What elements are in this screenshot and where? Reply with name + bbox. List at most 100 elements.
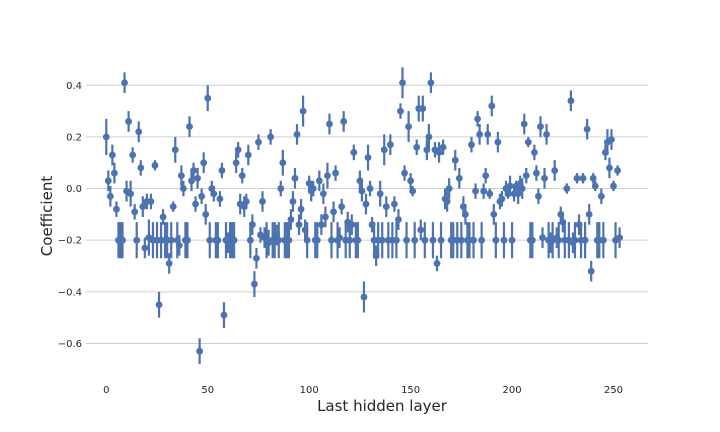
data-point xyxy=(208,185,216,192)
data-point xyxy=(277,185,285,192)
data-point xyxy=(301,226,309,234)
data-point xyxy=(253,254,260,262)
x-tick-labels: 0 50 100 150 200 250 xyxy=(103,385,623,396)
data-point xyxy=(443,198,451,205)
data-point xyxy=(376,190,384,198)
data-point xyxy=(472,187,479,195)
data-point xyxy=(470,236,477,244)
data-point xyxy=(429,236,437,244)
data-point xyxy=(395,216,402,223)
y-tick-labels: −0.6 −0.4 −0.2 0.0 0.2 0.4 xyxy=(58,81,82,350)
data-point xyxy=(240,203,248,211)
data-point xyxy=(194,174,201,182)
data-point xyxy=(220,311,228,319)
data-point xyxy=(267,133,275,141)
data-point xyxy=(104,177,112,185)
data-point xyxy=(405,123,412,131)
y-tick-label: −0.6 xyxy=(58,339,82,350)
data-point xyxy=(393,236,400,244)
data-point xyxy=(585,210,593,218)
data-point xyxy=(382,203,390,211)
data-point xyxy=(528,236,536,244)
data-point xyxy=(451,156,459,164)
data-point xyxy=(230,236,238,244)
data-point xyxy=(206,236,214,244)
data-point xyxy=(315,177,323,185)
data-point xyxy=(597,192,605,200)
data-point xyxy=(238,172,246,180)
y-tick-label: −0.4 xyxy=(58,287,82,298)
data-point xyxy=(326,120,333,128)
data-point xyxy=(514,190,522,198)
data-point xyxy=(135,128,143,136)
data-point xyxy=(248,221,256,229)
data-point xyxy=(583,125,591,133)
data-point xyxy=(324,172,331,180)
data-point xyxy=(244,151,252,159)
data-point xyxy=(435,149,443,156)
data-point xyxy=(175,241,183,249)
data-point xyxy=(425,133,433,141)
y-axis-label: Coefficient xyxy=(38,176,56,257)
data-point xyxy=(338,203,346,211)
data-point xyxy=(520,120,528,128)
data-point xyxy=(287,216,295,223)
data-point xyxy=(297,205,305,213)
data-point xyxy=(537,123,544,131)
data-point xyxy=(504,190,512,198)
data-point xyxy=(541,174,548,182)
y-tick-label: 0.2 xyxy=(66,132,82,143)
data-point xyxy=(614,167,621,174)
data-point xyxy=(368,221,376,229)
data-point xyxy=(177,172,185,180)
data-point xyxy=(518,185,526,192)
data-point xyxy=(291,174,299,182)
x-axis-label: Last hidden layer xyxy=(317,397,448,415)
data-point xyxy=(589,174,597,182)
data-point xyxy=(533,169,540,177)
data-point xyxy=(250,280,258,288)
data-point xyxy=(411,236,419,244)
data-point xyxy=(362,200,370,208)
data-point xyxy=(129,151,137,159)
data-point xyxy=(378,236,386,244)
data-point xyxy=(457,236,465,244)
data-point xyxy=(403,236,410,244)
data-points xyxy=(102,79,623,355)
data-point xyxy=(476,130,484,138)
data-point xyxy=(478,236,486,244)
data-point xyxy=(246,236,254,244)
data-point xyxy=(356,177,364,185)
data-point xyxy=(437,236,445,244)
data-point xyxy=(397,107,404,115)
data-point xyxy=(419,105,427,112)
data-point xyxy=(599,236,607,244)
data-point xyxy=(285,236,293,244)
data-point xyxy=(147,198,155,205)
data-point xyxy=(346,236,354,244)
data-point xyxy=(360,293,368,301)
data-point xyxy=(137,164,145,172)
data-point xyxy=(575,221,583,229)
data-point xyxy=(468,141,475,149)
data-point xyxy=(102,133,110,141)
data-point xyxy=(167,236,175,244)
data-point xyxy=(506,182,514,190)
data-point xyxy=(401,169,408,177)
data-point xyxy=(242,198,250,205)
data-point xyxy=(133,236,141,244)
y-tick-label: −0.2 xyxy=(58,236,82,247)
data-point xyxy=(462,210,469,218)
data-point xyxy=(214,236,222,244)
data-point xyxy=(216,195,224,203)
x-tick-label: 200 xyxy=(503,385,522,396)
data-point xyxy=(184,236,191,244)
data-point xyxy=(179,185,187,192)
data-point xyxy=(492,236,500,244)
data-point xyxy=(563,185,571,192)
data-point xyxy=(409,187,417,195)
data-point xyxy=(322,213,329,221)
data-point xyxy=(210,190,218,198)
data-point xyxy=(121,79,128,87)
data-point xyxy=(155,301,163,309)
